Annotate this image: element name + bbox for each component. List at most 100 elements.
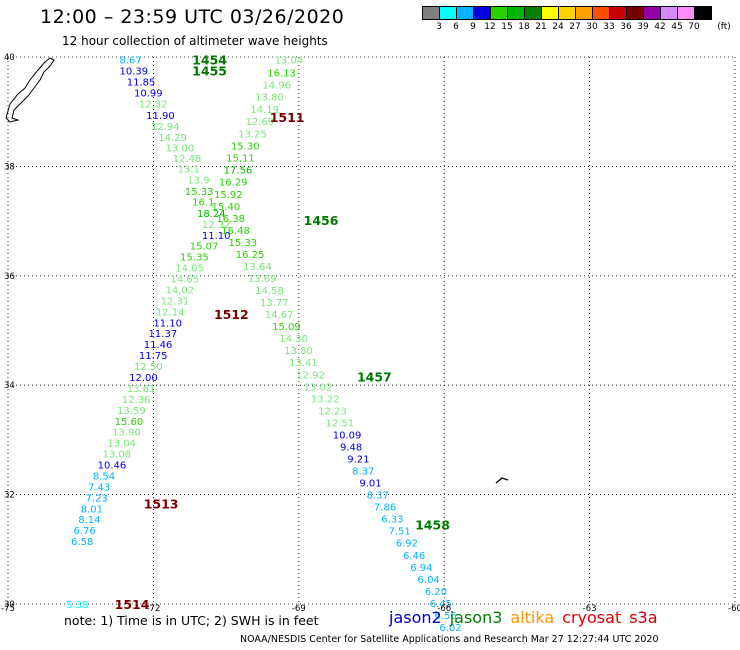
color-legend-labels: 3 6 9 12 15 18 21 24 27 30 33 36 39 42 45 70 (ft) [422, 22, 740, 34]
legend-label: 18 [518, 22, 530, 32]
wave-height-value: 6.46 [403, 551, 425, 562]
wave-height-value: 12.51 [325, 418, 354, 429]
wave-height-value: 13.80 [284, 346, 313, 357]
wave-height-value: 14.05 [175, 264, 204, 275]
legend-label: 12 [484, 22, 496, 32]
wave-height-value: 5.38 [66, 600, 88, 611]
graticule [7, 56, 736, 605]
wave-height-value: 8.67 [119, 56, 141, 67]
wave-height-value: 13.04 [107, 439, 136, 450]
wave-height-value: 8.37 [352, 467, 374, 478]
wave-height-value: 6.76 [73, 526, 95, 537]
axis-labels: -75 -72 -69 -66 -63 -60 40 38 36 34 32 30 [1, 53, 740, 614]
wave-height-value: 13.25 [238, 130, 267, 141]
legend-label: 36 [620, 22, 632, 32]
wave-height-value: 14.67 [265, 310, 294, 321]
wave-height-value: 14.02 [166, 285, 195, 296]
wave-height-value: 16.29 [219, 178, 248, 189]
wave-height-value: 6.33 [381, 515, 403, 526]
satellite-legend: jason2 jason3 altika cryosat s3a [389, 608, 666, 627]
lon-tick-label: -60 [728, 604, 740, 614]
wave-height-value: 9.21 [347, 454, 369, 465]
wave-height-value: 15.35 [180, 253, 209, 264]
satellite-label: jason2 [389, 608, 442, 627]
pass-id-label: 1455 [192, 64, 227, 79]
wave-height-value: 16.48 [221, 226, 250, 237]
lat-tick-label: 34 [4, 381, 15, 391]
wave-height-value: 16.38 [216, 214, 245, 225]
wave-height-value: 15.33 [185, 187, 214, 198]
pass-id-label: 1454 [192, 53, 227, 68]
satellite-label: altika [510, 608, 555, 627]
legend-label: 27 [569, 22, 581, 32]
wave-height-value: 9.48 [340, 442, 362, 453]
wave-height-value: 13.77 [260, 298, 289, 309]
color-legend [422, 6, 712, 20]
wave-height-value: 13.41 [289, 358, 318, 369]
wave-height-value: 9.01 [359, 479, 381, 490]
wave-height-value: 13.90 [112, 428, 141, 439]
wave-height-value: 12.92 [296, 370, 325, 381]
wave-height-value: 12.23 [318, 406, 347, 417]
lat-tick-label: 40 [4, 53, 15, 63]
page-title: 12:00 – 23:59 UTC 03/26/2020 [40, 6, 345, 28]
wave-height-value: 12.94 [151, 122, 180, 133]
observation-labels: 8.6710.3911.8510.9912.3211.9012.9414.291… [66, 56, 461, 634]
wave-height-value: 10.09 [333, 430, 362, 441]
wave-height-value: 6.92 [396, 539, 418, 550]
lat-tick-label: 36 [4, 272, 15, 282]
wave-height-value: 14.29 [158, 133, 187, 144]
legend-label: 3 [436, 22, 442, 32]
legend-label: 42 [654, 22, 666, 32]
wave-height-value: 6.58 [71, 537, 93, 548]
pass-id-label: 1514 [115, 597, 150, 612]
wave-height-value: 12.32 [202, 220, 231, 231]
lon-tick-label: -69 [292, 604, 306, 614]
footer-credit: NOAA/NESDIS Center for Satellite Applica… [240, 634, 659, 645]
island-marker [495, 477, 509, 484]
wave-height-value: 13.80 [255, 92, 284, 103]
wave-height-value: 18.24 [197, 209, 226, 220]
pass-id-label: 1512 [214, 307, 249, 322]
wave-height-value: 6.56 [435, 611, 457, 622]
wave-height-value: 11.37 [149, 329, 178, 340]
wave-height-value: 13.22 [311, 394, 340, 405]
wave-height-value: 8.54 [93, 471, 115, 482]
wave-height-value: 13.00 [166, 143, 195, 154]
wave-height-value: 13.69 [248, 274, 277, 285]
wave-height-value: 11.10 [202, 231, 231, 242]
wave-height-value: 12.69 [245, 117, 274, 128]
wave-height-value: 12.36 [122, 395, 151, 406]
wave-height-value: 11.10 [153, 318, 182, 329]
wave-height-value: 17.56 [224, 166, 253, 177]
pass-id-label: 1456 [304, 213, 339, 228]
wave-height-value: 16.25 [236, 250, 265, 261]
coastline [5, 57, 509, 484]
lon-tick-label: -63 [583, 604, 597, 614]
wave-height-value: 12.14 [156, 307, 185, 318]
wave-height-value: 15.11 [226, 154, 255, 165]
wave-height-value: 15.30 [231, 142, 260, 153]
satellite-label: cryosat [562, 608, 622, 627]
wave-height-value: 7.86 [374, 503, 396, 514]
footer-note: note: 1) Time is in UTC; 2) SWH is in fe… [64, 613, 319, 628]
wave-height-value: 14.19 [250, 105, 279, 116]
wave-height-value: 11.85 [127, 78, 156, 89]
legend-label: 6 [453, 22, 459, 32]
wave-height-value: 8.14 [78, 515, 100, 526]
wave-height-value: 11.46 [144, 340, 173, 351]
lat-tick-label: 32 [4, 491, 15, 501]
lat-tick-label: 30 [4, 600, 15, 610]
wave-height-value: 16.1 [192, 197, 214, 208]
wave-height-value: 13.1 [178, 165, 200, 176]
wave-height-value: 13.61 [127, 384, 156, 395]
wave-height-value: 12.48 [173, 154, 202, 165]
wave-height-value: 6.04 [418, 575, 440, 586]
satellite-label: jason3 [449, 608, 503, 627]
pass-id-label: 1511 [270, 110, 305, 125]
legend-label: 45 [671, 22, 683, 32]
wave-height-value: 14.30 [279, 334, 308, 345]
legend-label: 21 [535, 22, 547, 32]
wave-height-value: 10.39 [119, 67, 148, 78]
